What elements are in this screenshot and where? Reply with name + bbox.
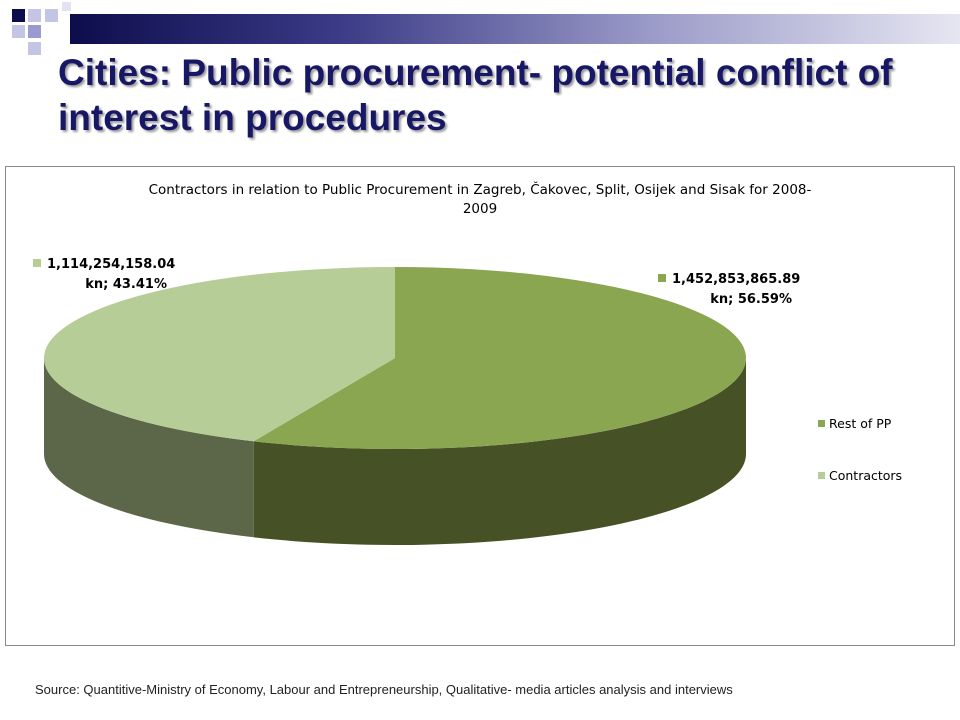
data-label-percent-contractors: kn; 43.41%: [85, 277, 167, 292]
corner-square-dark: [12, 9, 25, 22]
data-label-percent-rest-of-pp: kn; 56.59%: [710, 292, 792, 307]
data-label-key-rest-of-pp: [658, 274, 666, 282]
data-labels: 1,452,853,865.89 kn; 56.59% 1,114,254,158.…: [33, 257, 800, 307]
source-note: Source: Quantitive-Ministry of Economy, …: [35, 682, 733, 697]
corner-square-light: [28, 42, 41, 55]
corner-square-mid: [28, 25, 41, 38]
corner-square-light: [45, 9, 58, 22]
header-gradient-bar: [70, 14, 960, 44]
pie-chart: Contractors in relation to Public Procur…: [33, 180, 902, 545]
legend-label-contractors: Contractors: [829, 468, 902, 483]
legend-swatch-contractors: [818, 472, 825, 479]
corner-square-light: [28, 9, 41, 22]
pie-group: [43, 267, 746, 545]
chart-container: Contractors in relation to Public Procur…: [5, 166, 955, 646]
data-label-value-rest-of-pp: 1,452,853,865.89: [672, 272, 800, 287]
corner-square-light: [62, 2, 71, 11]
slide-title: Cities: Public procurement- potential co…: [58, 52, 893, 138]
chart-title-line-2: 2009: [463, 201, 497, 217]
corner-squares-decoration: [12, 2, 71, 55]
corner-square-light: [12, 25, 25, 38]
data-label-value-contractors: 1,114,254,158.04: [47, 257, 175, 272]
pie-slice-side-contractors: [44, 358, 254, 538]
pie-slice-contractors: [43, 267, 396, 442]
legend-label-rest-of-pp: Rest of PP: [829, 416, 892, 431]
legend: Rest of PP Contractors: [818, 416, 902, 483]
legend-swatch-rest-of-pp: [818, 420, 825, 427]
pie-slice-side-rest-of-pp: [253, 358, 746, 545]
chart-title-line-1: Contractors in relation to Public Procur…: [149, 180, 812, 198]
data-label-key-contractors: [33, 259, 41, 267]
pie-slice-rest-of-pp: [253, 267, 746, 449]
